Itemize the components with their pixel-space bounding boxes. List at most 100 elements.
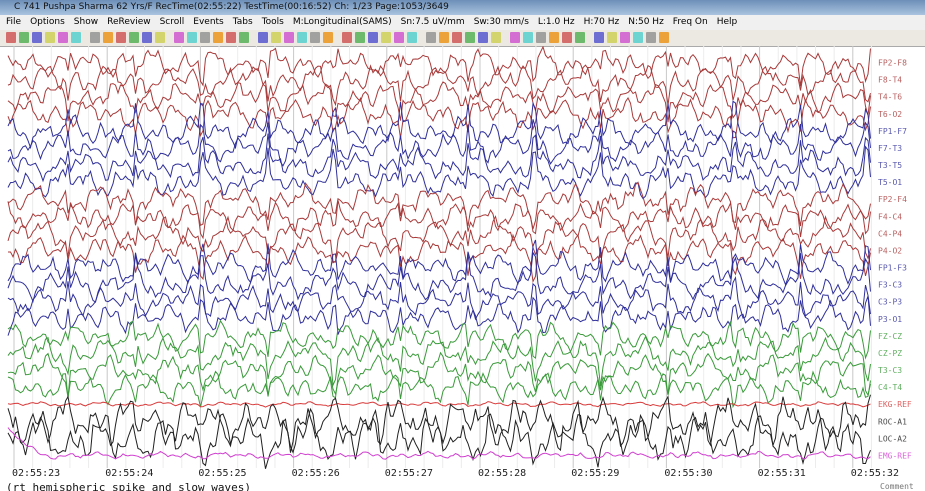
menu-item[interactable]: N:50 Hz	[628, 17, 664, 27]
toolbar-button[interactable]	[71, 32, 81, 43]
toolbar-button[interactable]	[187, 32, 197, 43]
toolbar-button[interactable]	[452, 32, 462, 43]
toolbar-button[interactable]	[323, 32, 333, 43]
toolbar-button[interactable]	[297, 32, 307, 43]
channel-label[interactable]: F7-T3	[878, 144, 902, 153]
toolbar-button[interactable]	[407, 32, 417, 43]
toolbar-button[interactable]	[439, 32, 449, 43]
toolbar-button[interactable]	[381, 32, 391, 43]
toolbar-button[interactable]	[594, 32, 604, 43]
toolbar-button[interactable]	[607, 32, 617, 43]
toolbar-button[interactable]	[510, 32, 520, 43]
channel-label[interactable]: FP1-F7	[878, 127, 907, 136]
toolbar-button[interactable]	[129, 32, 139, 43]
channel-label[interactable]: T3-T5	[878, 161, 902, 170]
channel-label[interactable]: F4-C4	[878, 212, 902, 221]
menu-item[interactable]: Tabs	[232, 17, 253, 27]
channel-label[interactable]: FP2-F4	[878, 195, 907, 204]
toolbar-button[interactable]	[213, 32, 223, 43]
toolbar-button[interactable]	[342, 32, 352, 43]
channel-label[interactable]: EKG-REF	[878, 400, 912, 409]
time-label: 02:55:32	[851, 468, 899, 479]
comment-button[interactable]: Comment	[880, 482, 914, 491]
toolbar-button[interactable]	[116, 32, 126, 43]
menu-item[interactable]: H:70 Hz	[583, 17, 620, 27]
menu-item[interactable]: File	[6, 17, 22, 27]
menu-item[interactable]: Sn:7.5 uV/mm	[400, 17, 465, 27]
channel-label[interactable]: F8-T4	[878, 76, 902, 85]
toolbar-button[interactable]	[465, 32, 475, 43]
toolbar-button[interactable]	[633, 32, 643, 43]
eeg-trace	[7, 407, 871, 469]
toolbar-button[interactable]	[523, 32, 533, 43]
channel-label[interactable]: LOC-A2	[878, 434, 907, 443]
toolbar-button[interactable]	[19, 32, 29, 43]
menu-item[interactable]: Tools	[261, 17, 284, 27]
menu-item[interactable]: Scroll	[159, 17, 185, 27]
toolbar-button[interactable]	[549, 32, 559, 43]
menu-item[interactable]: Options	[30, 17, 65, 27]
toolbar-button[interactable]	[45, 32, 55, 43]
toolbar-button[interactable]	[659, 32, 669, 43]
toolbar-button[interactable]	[6, 32, 16, 43]
toolbar-button[interactable]	[562, 32, 572, 43]
eeg-trace	[7, 96, 871, 139]
menu-item[interactable]: ReReview	[107, 17, 151, 27]
toolbar-button[interactable]	[426, 32, 436, 43]
toolbar-button[interactable]	[142, 32, 152, 43]
channel-label[interactable]: T6-O2	[878, 110, 902, 119]
toolbar-button[interactable]	[200, 32, 210, 43]
toolbar-button[interactable]	[258, 32, 268, 43]
channel-label[interactable]: FP2-F8	[878, 59, 907, 68]
channel-label[interactable]: T5-O1	[878, 178, 902, 187]
time-label: 02:55:29	[571, 468, 619, 479]
menu-item[interactable]: L:1.0 Hz	[537, 17, 575, 27]
toolbar-button[interactable]	[271, 32, 281, 43]
toolbar-button[interactable]	[103, 32, 113, 43]
menu-item[interactable]: Sw:30 mm/s	[473, 17, 529, 27]
toolbar-button[interactable]	[478, 32, 488, 43]
channel-label[interactable]: C4-P4	[878, 229, 902, 238]
toolbar-button[interactable]	[310, 32, 320, 43]
channel-label[interactable]: T3-C3	[878, 366, 902, 375]
channel-label[interactable]: T4-T6	[878, 93, 902, 102]
menu-item[interactable]: Show	[73, 17, 99, 27]
channel-label[interactable]: ROC-A1	[878, 417, 907, 426]
eeg-trace	[7, 239, 871, 287]
toolbar-button[interactable]	[226, 32, 236, 43]
eeg-trace	[7, 200, 871, 240]
channel-label[interactable]: P3-O1	[878, 315, 902, 324]
menu-item[interactable]: M:Longitudinal(SAMS)	[292, 17, 392, 27]
menu-item[interactable]: Events	[193, 17, 224, 27]
toolbar-button[interactable]	[394, 32, 404, 43]
toolbar-button[interactable]	[620, 32, 630, 43]
toolbar-button[interactable]	[239, 32, 249, 43]
toolbar-button[interactable]	[32, 32, 42, 43]
toolbar-button[interactable]	[491, 32, 501, 43]
toolbar-button[interactable]	[646, 32, 656, 43]
toolbar-button[interactable]	[355, 32, 365, 43]
channel-label[interactable]: FP1-F3	[878, 264, 907, 273]
menu-item[interactable]: Freq On	[672, 17, 708, 27]
channel-label[interactable]: C3-P3	[878, 298, 902, 307]
eeg-trace	[7, 81, 871, 123]
toolbar-button[interactable]	[90, 32, 100, 43]
eeg-trace	[7, 275, 871, 321]
eeg-trace	[7, 251, 871, 303]
toolbar-button[interactable]	[368, 32, 378, 43]
channel-label[interactable]: EMG-REF	[878, 451, 912, 460]
toolbar-button[interactable]	[174, 32, 184, 43]
toolbar-button[interactable]	[58, 32, 68, 43]
toolbar-button[interactable]	[284, 32, 294, 43]
channel-label[interactable]: CZ-PZ	[878, 349, 902, 358]
channel-label[interactable]: FZ-CZ	[878, 332, 902, 341]
eeg-trace	[7, 319, 871, 360]
window-title: C 741 Pushpa Sharma 62 Yrs/F RecTime(02:…	[14, 2, 449, 12]
toolbar-button[interactable]	[155, 32, 165, 43]
menu-item[interactable]: Help	[716, 17, 738, 27]
channel-label[interactable]: P4-O2	[878, 246, 902, 255]
toolbar-button[interactable]	[575, 32, 585, 43]
toolbar-button[interactable]	[536, 32, 546, 43]
channel-label[interactable]: C4-T4	[878, 383, 902, 392]
channel-label[interactable]: F3-C3	[878, 281, 902, 290]
